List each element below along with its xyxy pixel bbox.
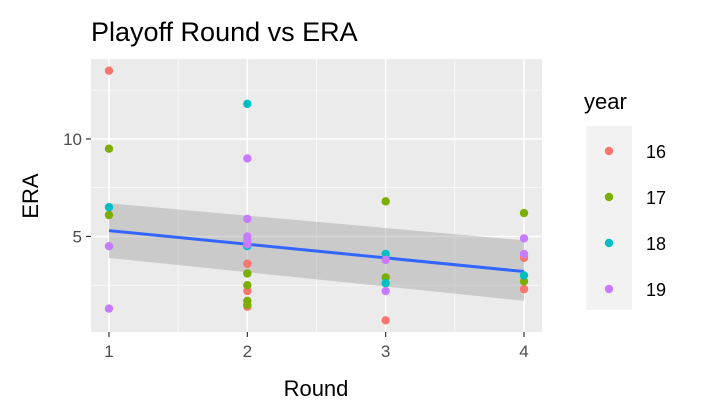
point-year-17 (381, 197, 390, 206)
point-year-19 (519, 249, 529, 259)
point-year-19 (243, 154, 252, 163)
legend-label: 18 (646, 234, 666, 254)
point-year-17 (519, 277, 529, 286)
point-year-18 (381, 249, 390, 259)
point-year-16 (104, 66, 114, 75)
point-year-18 (381, 279, 390, 288)
trend-line-segment (108, 229, 525, 274)
point-year-18 (243, 99, 252, 109)
legend-key-19 (604, 284, 614, 294)
point-year-17 (519, 208, 529, 218)
legend-label: 17 (646, 188, 666, 208)
point-year-18 (104, 203, 114, 212)
y-tick-label: 5 (73, 227, 82, 246)
x-tick-label: 4 (519, 342, 528, 361)
legend-key-16 (604, 146, 614, 156)
point-year-19 (243, 214, 252, 224)
point-year-19 (381, 255, 390, 265)
legend-items: 16 17 18 19 (604, 142, 666, 300)
point-year-17 (243, 281, 252, 290)
point-year-19 (381, 286, 390, 296)
point-year-19 (104, 304, 114, 313)
point-year-16 (243, 259, 252, 268)
x-tick-label: 3 (381, 342, 390, 361)
y-axis-title: ERA (18, 173, 43, 219)
point-year-17 (243, 269, 252, 278)
point-year-17 (104, 210, 114, 220)
legend-key-background (586, 126, 632, 310)
point-year-16 (519, 284, 529, 294)
y-axis-ticks: 5 10 (63, 130, 91, 246)
legend-key-18 (604, 238, 614, 248)
x-axis-title: Round (284, 376, 349, 401)
legend-key-17 (604, 192, 614, 202)
trend-line (108, 229, 525, 274)
x-tick-label: 2 (243, 342, 252, 361)
data-points (104, 66, 529, 325)
point-year-19 (519, 234, 529, 243)
legend: year 16 17 18 19 (584, 89, 666, 310)
legend-label: 16 (646, 142, 666, 162)
point-year-16 (381, 316, 390, 325)
x-axis-ticks: 1 2 3 4 (104, 332, 529, 361)
point-year-18 (519, 271, 529, 280)
y-tick-label: 10 (63, 130, 82, 149)
point-year-19 (243, 240, 252, 249)
point-year-19 (104, 242, 114, 251)
point-year-17 (243, 300, 252, 309)
chart-title: Playoff Round vs ERA (91, 17, 358, 47)
legend-title: year (584, 89, 627, 114)
point-year-17 (104, 144, 114, 153)
legend-label: 19 (646, 280, 666, 300)
x-tick-label: 1 (104, 342, 113, 361)
point-year-16 (243, 286, 252, 296)
point-year-17 (381, 273, 390, 282)
